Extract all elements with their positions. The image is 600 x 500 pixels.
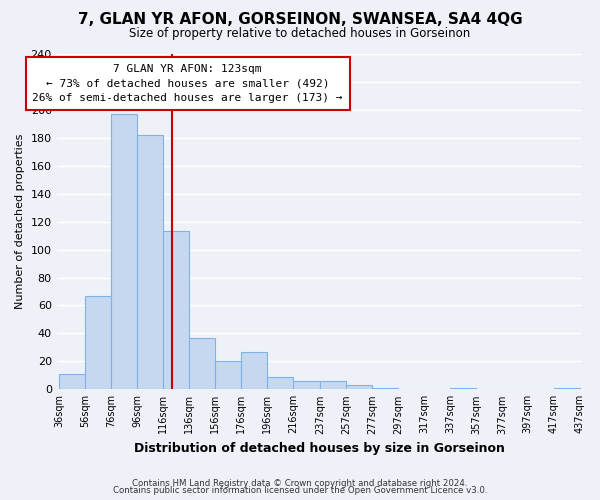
Bar — [293, 381, 320, 390]
Text: 7, GLAN YR AFON, GORSEINON, SWANSEA, SA4 4QG: 7, GLAN YR AFON, GORSEINON, SWANSEA, SA4… — [77, 12, 523, 28]
Text: Contains HM Land Registry data © Crown copyright and database right 2024.: Contains HM Land Registry data © Crown c… — [132, 478, 468, 488]
Bar — [215, 362, 241, 390]
Bar — [320, 381, 346, 390]
Text: 7 GLAN YR AFON: 123sqm
← 73% of detached houses are smaller (492)
26% of semi-de: 7 GLAN YR AFON: 123sqm ← 73% of detached… — [32, 64, 343, 104]
Bar — [450, 388, 476, 390]
X-axis label: Distribution of detached houses by size in Gorseinon: Distribution of detached houses by size … — [134, 442, 505, 455]
Bar — [137, 135, 163, 390]
Bar — [163, 232, 189, 390]
Bar — [346, 385, 372, 390]
Bar — [554, 388, 580, 390]
Bar — [189, 338, 215, 390]
Bar — [267, 376, 293, 390]
Bar — [372, 388, 398, 390]
Bar — [112, 114, 137, 390]
Bar — [85, 296, 111, 390]
Bar — [59, 374, 85, 390]
Y-axis label: Number of detached properties: Number of detached properties — [15, 134, 25, 310]
Text: Size of property relative to detached houses in Gorseinon: Size of property relative to detached ho… — [130, 28, 470, 40]
Bar — [241, 352, 267, 390]
Text: Contains public sector information licensed under the Open Government Licence v3: Contains public sector information licen… — [113, 486, 487, 495]
